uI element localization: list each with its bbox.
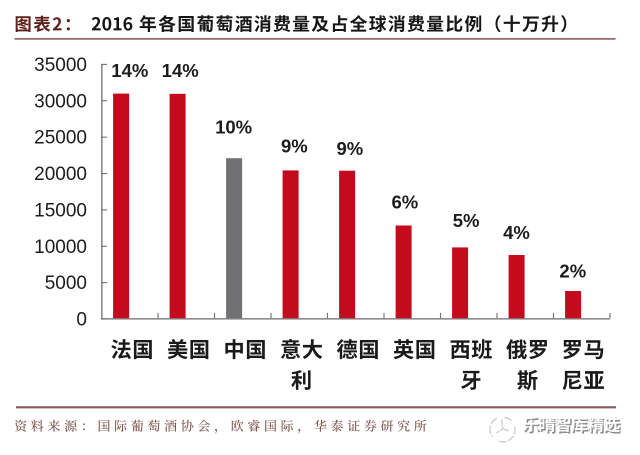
svg-text:14%: 14% — [162, 60, 199, 81]
svg-text:35000: 35000 — [34, 55, 87, 76]
svg-text:10000: 10000 — [34, 237, 87, 258]
svg-text:25000: 25000 — [34, 128, 87, 149]
svg-text:14%: 14% — [111, 60, 148, 81]
svg-text:4%: 4% — [503, 222, 530, 243]
svg-text:2%: 2% — [559, 261, 586, 282]
svg-text:9%: 9% — [281, 135, 308, 156]
svg-text:10%: 10% — [215, 116, 252, 137]
svg-text:30000: 30000 — [34, 91, 87, 112]
svg-text:9%: 9% — [337, 138, 364, 159]
svg-text:6%: 6% — [392, 192, 419, 213]
svg-text:20000: 20000 — [34, 164, 87, 185]
svg-text:5000: 5000 — [45, 273, 87, 294]
svg-text:15000: 15000 — [34, 201, 87, 222]
svg-text:0: 0 — [76, 310, 87, 331]
svg-text:5%: 5% — [453, 210, 480, 231]
